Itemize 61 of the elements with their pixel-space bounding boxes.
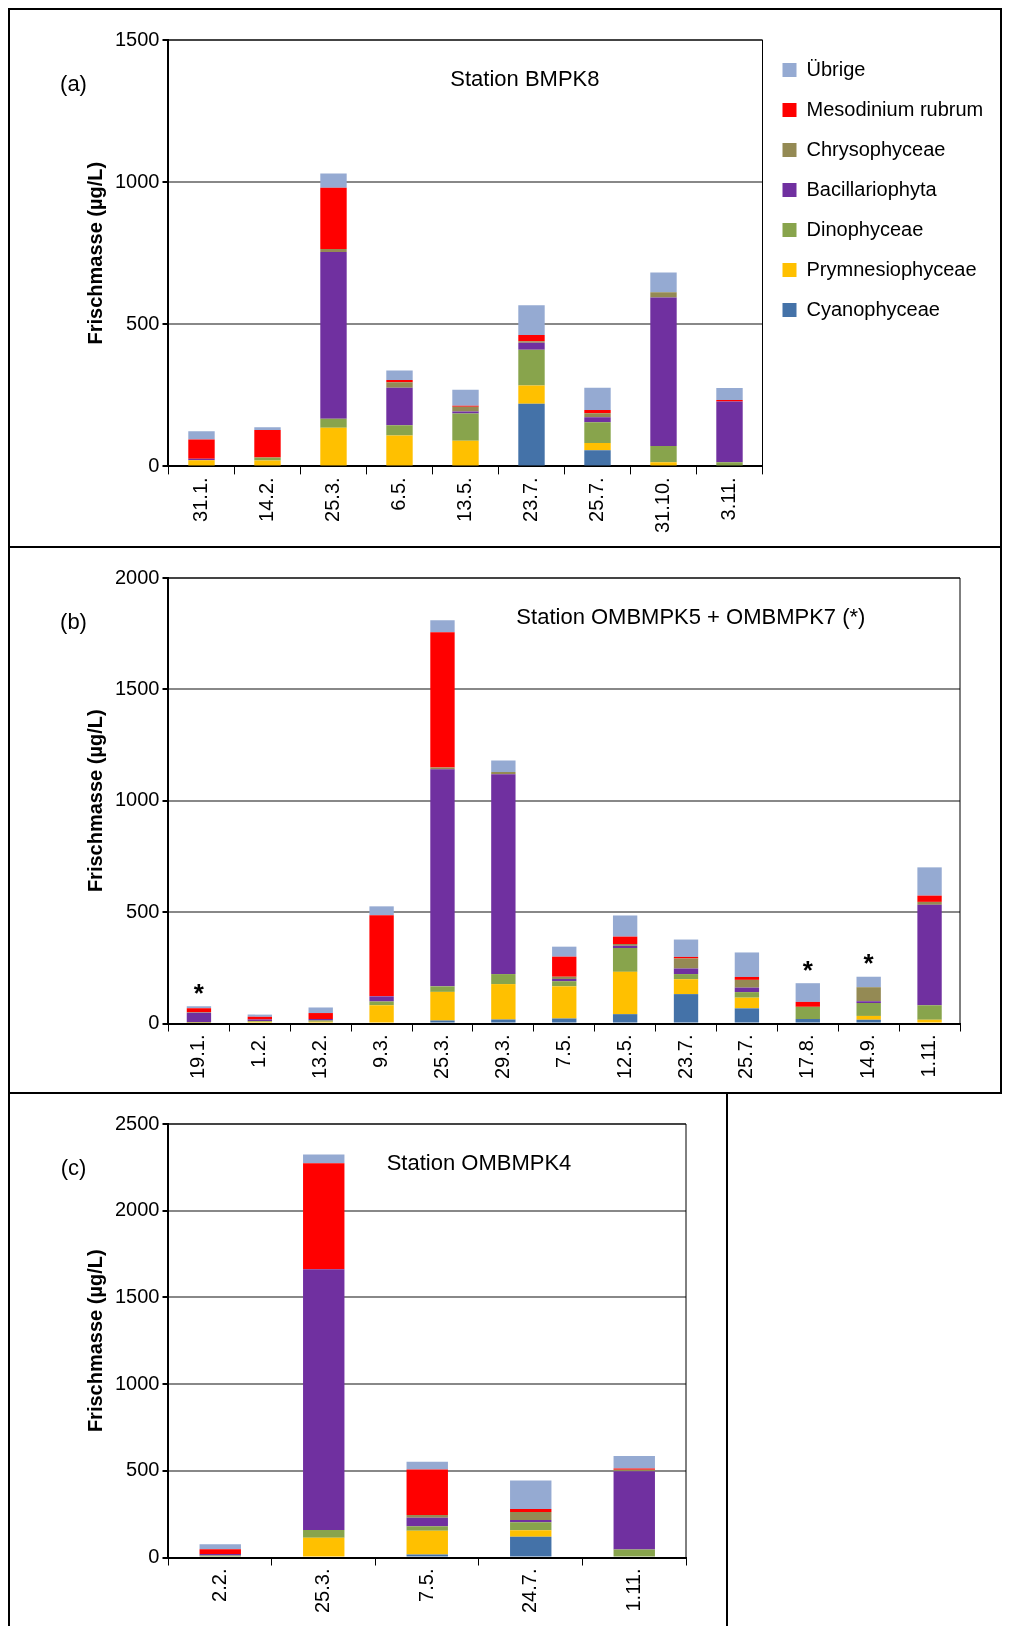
text: Station OMBMPK4 bbox=[386, 1150, 572, 1176]
legend-label: Cyanophyceae bbox=[806, 297, 940, 320]
legend-label: Chrysophyceae bbox=[806, 137, 946, 160]
x-tick-label: 9.3. bbox=[369, 1034, 392, 1068]
y-axis-title: Frischmasse (µg/L) bbox=[83, 709, 106, 893]
x-tick-label: 13.5. bbox=[453, 477, 476, 522]
text: (b) bbox=[60, 609, 87, 635]
legend-label: Prymnesiophyceae bbox=[806, 257, 977, 280]
text: (a) bbox=[60, 71, 87, 97]
x-tick-label: 14.2. bbox=[255, 477, 278, 522]
x-tick-label: 29.3. bbox=[490, 1034, 513, 1079]
x-tick-label: 7.5. bbox=[551, 1034, 574, 1068]
y-axis-title: Frischmasse (µg/L) bbox=[83, 161, 106, 345]
x-tick-label: 25.7. bbox=[585, 477, 608, 522]
x-tick-label: 14.9. bbox=[856, 1034, 879, 1079]
annotation: * bbox=[802, 954, 814, 985]
legend-label: Mesodinium rubrum bbox=[806, 97, 984, 120]
x-tick-label: 23.7. bbox=[673, 1034, 696, 1079]
y-tick-label: 1000 bbox=[114, 169, 160, 192]
x-tick-label: 25.3. bbox=[429, 1034, 452, 1079]
text: Station OMBMPK5 + OMBMPK7 (*) bbox=[516, 604, 866, 630]
y-tick-label: 0 bbox=[148, 453, 160, 476]
x-tick-label: 25.3. bbox=[311, 1568, 334, 1613]
x-tick-label: 25.3. bbox=[321, 477, 344, 522]
y-tick-label: 1500 bbox=[114, 1284, 160, 1307]
x-tick-label: 31.10. bbox=[651, 477, 674, 533]
y-tick-label: 500 bbox=[126, 899, 160, 922]
x-tick-label: 6.5. bbox=[387, 477, 410, 511]
annotation: * bbox=[863, 947, 875, 978]
text: (c) bbox=[60, 1155, 87, 1181]
legend-label: Übrige bbox=[806, 57, 866, 80]
x-tick-label: 19.1. bbox=[186, 1034, 209, 1079]
y-tick-label: 2000 bbox=[114, 565, 160, 588]
x-tick-label: 23.7. bbox=[519, 477, 542, 522]
y-tick-label: 500 bbox=[126, 311, 160, 334]
legend-label: Dinophyceae bbox=[806, 217, 924, 240]
y-tick-label: 500 bbox=[126, 1458, 160, 1481]
y-tick-label: 1000 bbox=[114, 788, 160, 811]
x-tick-label: 13.2. bbox=[308, 1034, 331, 1079]
x-tick-label: 31.1. bbox=[189, 477, 212, 522]
y-tick-label: 0 bbox=[148, 1545, 160, 1568]
y-axis-title: Frischmasse (µg/L) bbox=[83, 1249, 106, 1433]
legend-label: Bacillariophyta bbox=[806, 177, 938, 200]
x-tick-label: 2.2. bbox=[207, 1568, 230, 1602]
y-tick-label: 1500 bbox=[114, 676, 160, 699]
x-tick-label: 25.7. bbox=[734, 1034, 757, 1079]
y-tick-label: 0 bbox=[148, 1011, 160, 1034]
text: Station BMPK8 bbox=[450, 66, 600, 92]
x-tick-label: 1.11. bbox=[917, 1034, 940, 1078]
x-tick-label: 3.11. bbox=[717, 477, 740, 521]
y-tick-label: 1000 bbox=[114, 1371, 160, 1394]
y-tick-label: 2500 bbox=[114, 1111, 160, 1134]
x-tick-label: 1.11. bbox=[621, 1568, 644, 1612]
y-tick-label: 2000 bbox=[114, 1198, 160, 1221]
x-tick-label: 17.8. bbox=[795, 1034, 818, 1079]
x-tick-label: 1.2. bbox=[247, 1034, 270, 1068]
x-tick-label: 24.7. bbox=[518, 1568, 541, 1613]
annotation: * bbox=[193, 977, 205, 1008]
x-tick-label: 12.5. bbox=[612, 1034, 635, 1079]
y-tick-label: 1500 bbox=[114, 27, 160, 50]
x-tick-label: 7.5. bbox=[414, 1568, 437, 1602]
